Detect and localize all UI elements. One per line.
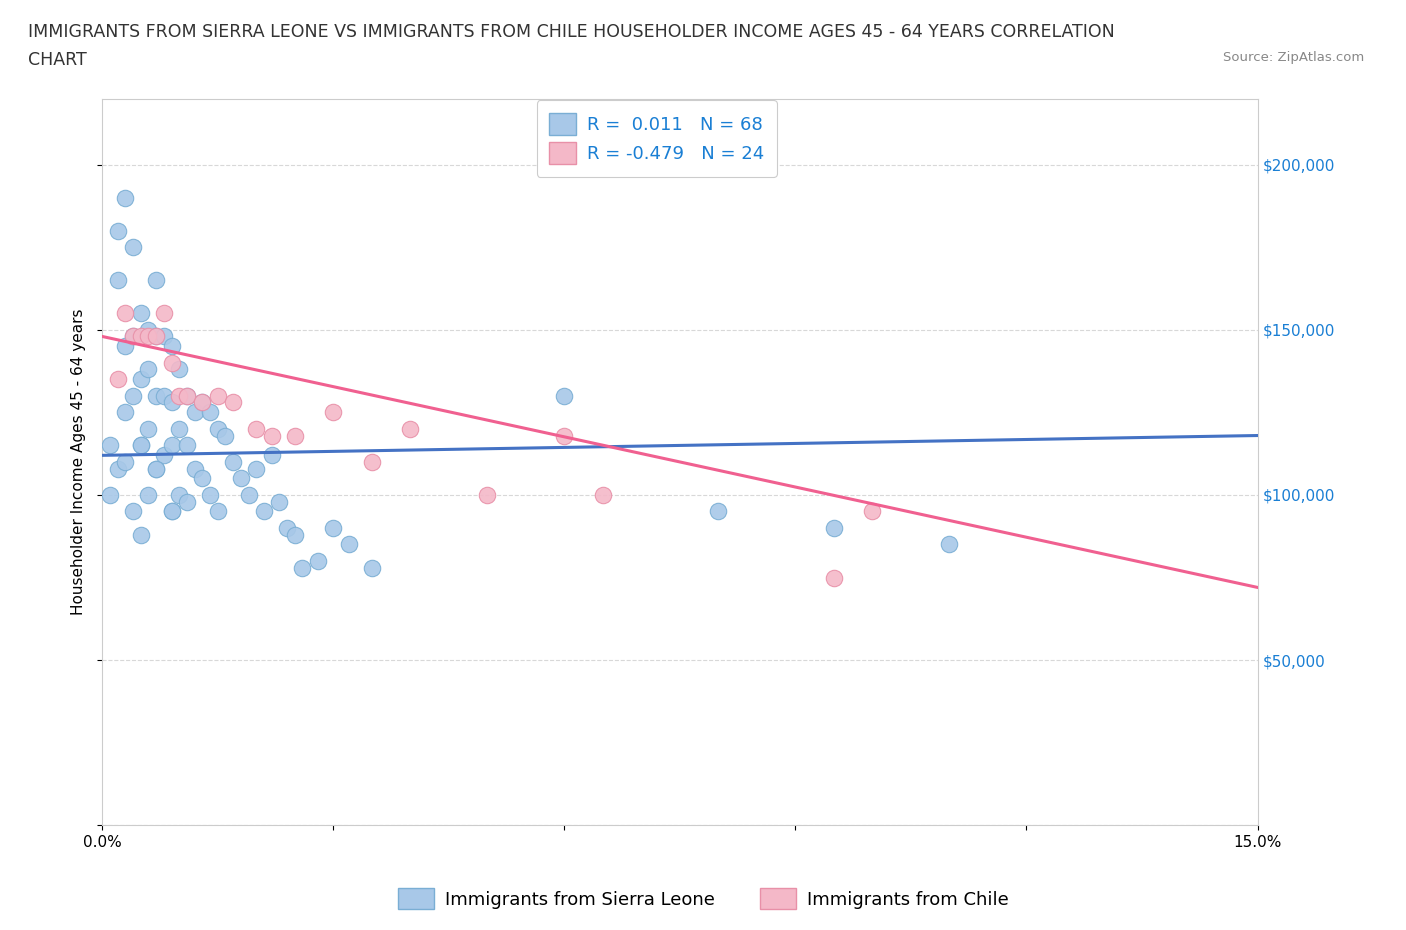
Point <box>207 389 229 404</box>
Point <box>145 389 167 404</box>
Point <box>238 487 260 502</box>
Point <box>183 461 205 476</box>
Y-axis label: Householder Income Ages 45 - 64 years: Householder Income Ages 45 - 64 years <box>72 309 86 615</box>
Point <box>707 504 730 519</box>
Point <box>160 438 183 453</box>
Point <box>823 521 845 536</box>
Point <box>176 389 198 404</box>
Point <box>176 494 198 509</box>
Point <box>322 405 344 419</box>
Point <box>114 405 136 419</box>
Point <box>399 421 422 436</box>
Point <box>160 504 183 519</box>
Point <box>160 339 183 353</box>
Point <box>291 560 314 575</box>
Point <box>176 438 198 453</box>
Point <box>122 240 145 255</box>
Point <box>191 471 214 485</box>
Point <box>107 272 129 287</box>
Point <box>114 191 136 206</box>
Point <box>477 487 499 502</box>
Point <box>592 487 614 502</box>
Point <box>145 329 167 344</box>
Point <box>129 438 152 453</box>
Text: CHART: CHART <box>28 51 87 69</box>
Point <box>276 521 298 536</box>
Point <box>167 487 190 502</box>
Point <box>183 405 205 419</box>
Point <box>284 527 307 542</box>
Point <box>160 355 183 370</box>
Point <box>107 461 129 476</box>
Point <box>122 504 145 519</box>
Point <box>553 428 575 443</box>
Point <box>98 487 121 502</box>
Point <box>145 461 167 476</box>
Point <box>284 428 307 443</box>
Point <box>207 421 229 436</box>
Point <box>553 389 575 404</box>
Point <box>222 455 245 470</box>
Point <box>360 560 382 575</box>
Point <box>122 329 145 344</box>
Point <box>129 329 152 344</box>
Point <box>214 428 236 443</box>
Point <box>107 223 129 238</box>
Point <box>307 553 329 568</box>
Point <box>207 504 229 519</box>
Point <box>153 329 176 344</box>
Point <box>167 389 190 404</box>
Point <box>153 389 176 404</box>
Point <box>823 570 845 585</box>
Point <box>114 339 136 353</box>
Point <box>191 395 214 410</box>
Point <box>938 537 960 551</box>
Point <box>260 428 283 443</box>
Point <box>129 306 152 321</box>
Point <box>145 329 167 344</box>
Point <box>129 372 152 387</box>
Point <box>322 521 344 536</box>
Point <box>160 395 183 410</box>
Point <box>98 438 121 453</box>
Point <box>167 421 190 436</box>
Point <box>145 461 167 476</box>
Point <box>153 306 176 321</box>
Point <box>129 438 152 453</box>
Point <box>107 372 129 387</box>
Legend: R =  0.011   N = 68, R = -0.479   N = 24: R = 0.011 N = 68, R = -0.479 N = 24 <box>537 100 778 177</box>
Point <box>153 448 176 463</box>
Point <box>138 329 160 344</box>
Point <box>122 329 145 344</box>
Point <box>114 306 136 321</box>
Text: IMMIGRANTS FROM SIERRA LEONE VS IMMIGRANTS FROM CHILE HOUSEHOLDER INCOME AGES 45: IMMIGRANTS FROM SIERRA LEONE VS IMMIGRAN… <box>28 23 1115 41</box>
Text: Source: ZipAtlas.com: Source: ZipAtlas.com <box>1223 51 1364 64</box>
Point <box>138 487 160 502</box>
Point <box>129 527 152 542</box>
Point <box>337 537 360 551</box>
Point <box>269 494 291 509</box>
Point <box>160 504 183 519</box>
Point <box>138 362 160 377</box>
Point <box>245 461 267 476</box>
Point <box>245 421 267 436</box>
Point <box>114 455 136 470</box>
Point <box>191 395 214 410</box>
Point <box>176 389 198 404</box>
Point <box>167 362 190 377</box>
Point <box>145 272 167 287</box>
Point <box>138 421 160 436</box>
Point <box>360 455 382 470</box>
Legend: Immigrants from Sierra Leone, Immigrants from Chile: Immigrants from Sierra Leone, Immigrants… <box>391 881 1015 916</box>
Point <box>860 504 883 519</box>
Point <box>253 504 276 519</box>
Point <box>138 323 160 338</box>
Point <box>260 448 283 463</box>
Point <box>229 471 252 485</box>
Point <box>198 487 221 502</box>
Point <box>122 389 145 404</box>
Point <box>198 405 221 419</box>
Point <box>222 395 245 410</box>
